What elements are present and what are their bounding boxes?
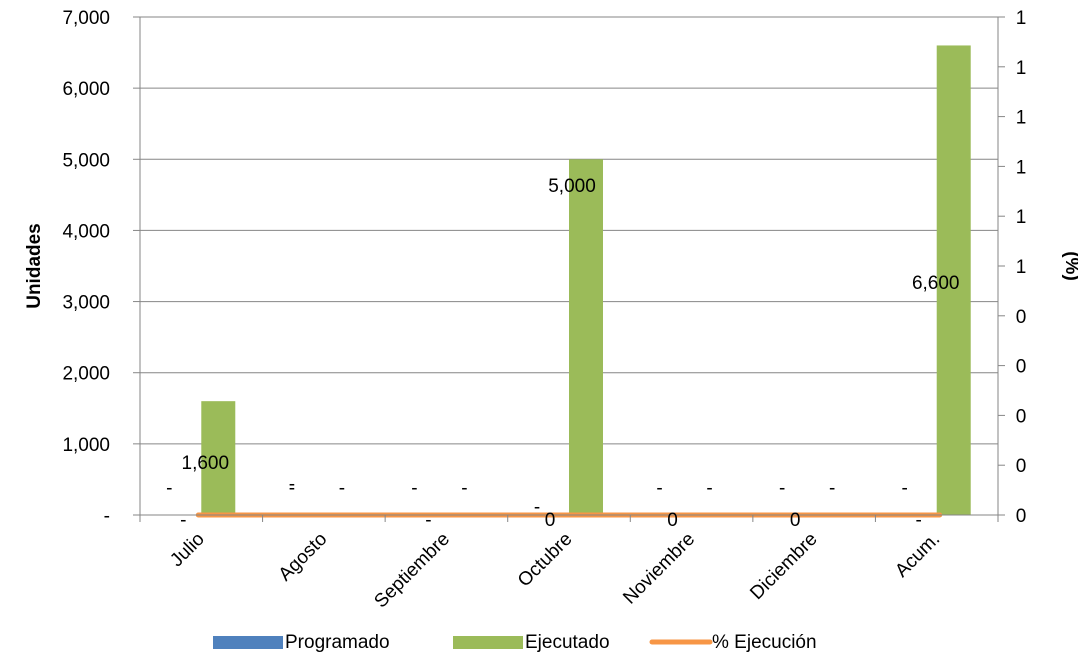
legend-swatch-ejecutado xyxy=(453,636,523,649)
bars xyxy=(201,45,971,516)
y2-tick-label: 1 xyxy=(1016,58,1027,79)
legend-label: Ejecutado xyxy=(525,632,610,653)
x-tick-label: Septiembre xyxy=(370,529,454,613)
data-label-ejecutado: - xyxy=(461,478,467,499)
data-label-ejecucion: 0 xyxy=(545,510,556,531)
y-axis-tick-labels: - 1,000 2,000 3,000 4,000 5,000 6,000 7,000 xyxy=(62,8,110,527)
x-tick-label: Noviembre xyxy=(619,529,699,609)
y-tick-label: 5,000 xyxy=(62,150,110,171)
y-tick-label: 4,000 xyxy=(62,221,110,242)
y2-tick-label: 0 xyxy=(1016,506,1027,527)
y-tick-label: 3,000 xyxy=(62,293,110,314)
data-label-ejecutado: 1,600 xyxy=(182,453,230,474)
y2-tick-label: 0 xyxy=(1016,357,1027,378)
y-axis-title: Unidades xyxy=(24,223,45,309)
data-label-programado: - xyxy=(289,474,295,495)
x-tick-label: Acum. xyxy=(891,529,944,582)
x-tick-label: Diciembre xyxy=(746,529,821,604)
legend-swatch-programado xyxy=(213,636,283,649)
data-label-ejecutado: - xyxy=(829,478,835,499)
data-label-programado: - xyxy=(166,478,172,499)
y-tick-label: 1,000 xyxy=(62,435,110,456)
bar-ejecutado xyxy=(201,401,236,515)
y-tick-label: - xyxy=(104,506,110,527)
x-axis-tick-labels: Julio Agosto Septiembre Octubre Noviembre Dic… xyxy=(166,529,944,613)
data-label-programado: - xyxy=(534,497,540,518)
data-labels: - - --- - -1,600- -5,000- -6,600--- 0 0 0- xyxy=(166,176,959,531)
x-tick-label: Julio xyxy=(166,529,208,571)
data-label-ejecucion: 0 xyxy=(667,510,678,531)
x-tick-label: Octubre xyxy=(514,529,577,592)
y2-tick-label: 1 xyxy=(1016,157,1027,178)
legend-label: Programado xyxy=(285,632,390,653)
data-label-ejecucion: - xyxy=(180,510,186,531)
bar-ejecutado xyxy=(569,159,603,516)
y-tick-label: 6,000 xyxy=(62,79,110,100)
data-label-ejecutado: - xyxy=(706,478,712,499)
data-label-ejecutado: 5,000 xyxy=(548,176,596,197)
data-label-ejecucion: - xyxy=(425,510,431,531)
legend: Programado Ejecutado % Ejecución xyxy=(213,632,817,653)
y2-axis-tick-labels: 0 0 0 0 0 1 1 1 1 1 1 xyxy=(1016,8,1027,527)
data-label-programado: - xyxy=(656,478,662,499)
y-tick-label: 2,000 xyxy=(62,364,110,385)
data-label-ejecucion: 0 xyxy=(790,510,801,531)
data-label-ejecucion: - xyxy=(916,510,922,531)
axes xyxy=(133,16,1005,522)
data-label-programado: - xyxy=(902,478,908,499)
data-label-ejecucion: - xyxy=(289,478,295,499)
y2-tick-label: 0 xyxy=(1016,406,1027,427)
y2-tick-label: 1 xyxy=(1016,257,1027,278)
x-tick-label: Agosto xyxy=(275,529,332,586)
y-tick-label: 7,000 xyxy=(62,8,110,29)
data-label-programado: - xyxy=(779,478,785,499)
data-label-ejecutado: - xyxy=(339,478,345,499)
bar-ejecutado xyxy=(936,45,971,515)
data-label-ejecutado: 6,600 xyxy=(912,273,960,294)
y2-axis-title: (%) xyxy=(1061,251,1078,281)
y2-tick-label: 1 xyxy=(1016,108,1027,129)
data-label-programado: - xyxy=(411,478,417,499)
y2-tick-label: 0 xyxy=(1016,307,1027,328)
legend-label: % Ejecución xyxy=(712,632,817,653)
y2-tick-label: 1 xyxy=(1016,207,1027,228)
y2-tick-label: 1 xyxy=(1016,8,1027,29)
y2-tick-label: 0 xyxy=(1016,456,1027,477)
